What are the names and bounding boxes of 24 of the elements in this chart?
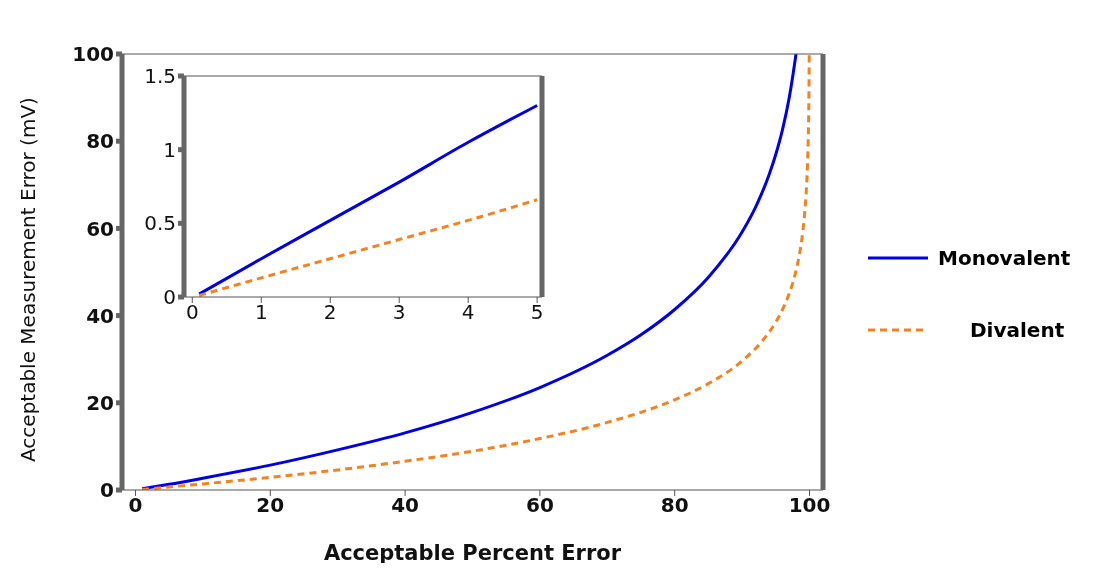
x-tick-label: 40: [391, 493, 420, 518]
x-tick-label: 80: [660, 493, 689, 518]
y-tick-label: 60: [86, 216, 114, 241]
x-tick-label: 60: [525, 493, 554, 518]
x-tick-label: 0: [185, 300, 199, 325]
y-tick-label: 1: [163, 137, 176, 162]
legend-label: Monovalent: [938, 246, 1071, 270]
y-tick-label: 0.5: [144, 211, 176, 236]
x-tick-label: 20: [256, 493, 285, 518]
y-tick-label: 100: [72, 42, 114, 67]
y-tick-label: 20: [86, 390, 114, 415]
y-tick-label: 1.5: [144, 64, 176, 89]
legend-label: Divalent: [970, 318, 1065, 342]
x-tick-label: 3: [392, 300, 406, 325]
line-series: [197, 198, 539, 297]
x-tick-label: 1: [254, 300, 268, 325]
y-axis-title: Acceptable Measurement Error (mV): [16, 97, 41, 462]
x-tick-label: 5: [530, 300, 544, 325]
x-tick-label: 4: [461, 300, 475, 325]
x-tick-label: 0: [128, 493, 143, 518]
x-tick-label: 2: [323, 300, 337, 325]
line-series: [197, 103, 539, 296]
x-tick-label: 100: [788, 493, 831, 518]
y-tick-label: 80: [86, 129, 114, 154]
